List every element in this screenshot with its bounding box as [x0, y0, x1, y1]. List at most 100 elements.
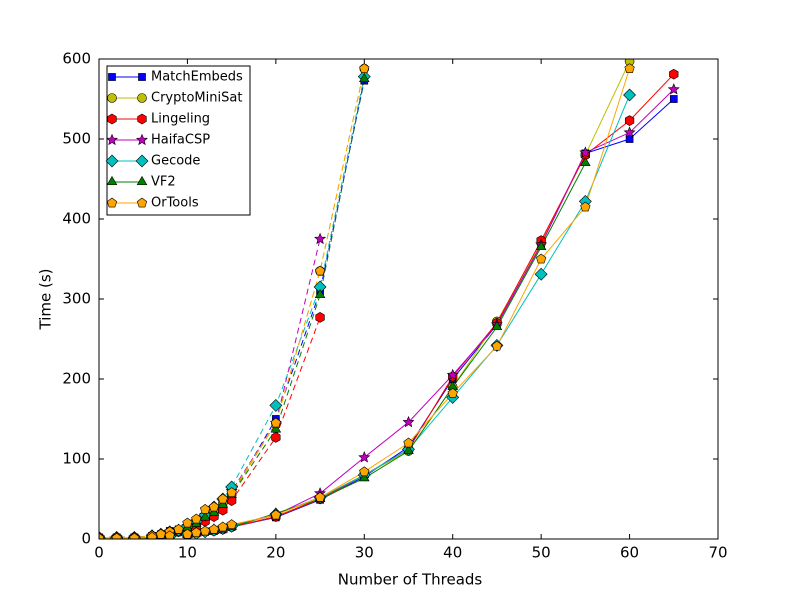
marker [200, 504, 211, 514]
legend-label: Lingeling [151, 112, 210, 127]
legend-marker [136, 175, 148, 186]
marker [359, 63, 370, 73]
marker [667, 83, 680, 95]
marker [669, 95, 678, 103]
marker [191, 527, 202, 537]
marker [200, 525, 211, 536]
x-tick-label: 40 [443, 544, 462, 562]
legend: MatchEmbeds CryptoMiniSat Lingeling HaifaCS… [105, 65, 251, 216]
marker [403, 444, 414, 455]
x-tick-label: 20 [266, 544, 285, 562]
legend-label: CryptoMiniSat [151, 91, 242, 106]
y-axis-label: Time (s) [37, 269, 55, 331]
marker [580, 156, 591, 167]
y-tick-label: 0 [81, 530, 91, 548]
y-tick-label: 400 [62, 210, 91, 228]
marker [146, 532, 158, 539]
legend-marker [105, 154, 119, 168]
marker [99, 532, 105, 539]
marker [358, 451, 371, 463]
marker [402, 415, 415, 428]
x-axis-label: Number of Threads [338, 571, 483, 589]
marker [271, 432, 281, 443]
y-tick-label: 100 [62, 450, 91, 468]
marker [580, 201, 591, 212]
marker [358, 472, 370, 482]
legend-label: MatchEmbeds [151, 70, 243, 85]
y-tick-label: 500 [62, 130, 91, 148]
marker [669, 68, 679, 80]
marker [208, 501, 220, 512]
marker [359, 466, 370, 477]
marker [164, 530, 175, 539]
marker [623, 126, 636, 138]
marker [491, 340, 503, 351]
legend-marker [135, 154, 149, 168]
legend-marker [106, 133, 118, 146]
marker [182, 528, 193, 539]
legend-marker [106, 197, 118, 208]
legend-marker [106, 175, 118, 186]
legend-label: OrTools [151, 196, 199, 211]
legend-marker [137, 113, 147, 125]
dashed-series-line [99, 68, 365, 538]
marker [173, 524, 184, 534]
legend-marker [137, 93, 147, 103]
marker [491, 320, 503, 331]
x-tick-label: 0 [94, 544, 104, 562]
marker [155, 528, 167, 539]
x-tick-label: 30 [355, 544, 374, 562]
y-tick-label: 600 [62, 50, 91, 68]
legend-marker [138, 73, 146, 81]
marker [129, 532, 140, 539]
marker [315, 312, 325, 323]
legend-marker [108, 73, 116, 81]
marker [269, 398, 283, 412]
legend-label: VF2 [151, 175, 176, 190]
y-tick-label: 300 [62, 290, 91, 308]
marker [446, 368, 459, 381]
legend-marker [107, 113, 117, 125]
marker [535, 240, 547, 251]
marker [270, 417, 281, 428]
marker [226, 487, 237, 497]
marker [314, 265, 326, 276]
marker [536, 253, 547, 264]
marker [226, 519, 237, 529]
series-line [99, 162, 586, 539]
marker [447, 388, 458, 398]
x-tick-label: 70 [708, 544, 727, 562]
marker [314, 288, 326, 299]
marker [579, 146, 592, 158]
dashed-series-line [99, 317, 321, 538]
x-tick-label: 60 [620, 544, 639, 562]
marker [217, 521, 228, 532]
legend-label: Gecode [151, 154, 200, 169]
marker [624, 115, 635, 126]
plot-frame [98, 58, 719, 540]
marker [534, 267, 548, 281]
marker [111, 532, 122, 539]
marker [403, 437, 414, 448]
marker [191, 513, 202, 524]
marker [623, 88, 636, 102]
x-tick-label: 50 [532, 544, 551, 562]
legend-marker [136, 197, 148, 208]
marker [270, 423, 282, 433]
marker [208, 524, 220, 534]
x-tick-label: 10 [178, 544, 197, 562]
marker [358, 72, 370, 83]
marker [217, 493, 228, 504]
y-tick-label: 200 [62, 370, 91, 388]
plot-area [99, 59, 680, 539]
legend-marker [107, 93, 117, 103]
marker [624, 63, 635, 73]
marker [314, 232, 327, 245]
legend-label: HaifaCSP [151, 133, 210, 148]
marker [199, 511, 211, 521]
marker [314, 492, 326, 502]
marker [270, 509, 281, 520]
marker [182, 517, 193, 528]
legend-marker [136, 133, 148, 146]
